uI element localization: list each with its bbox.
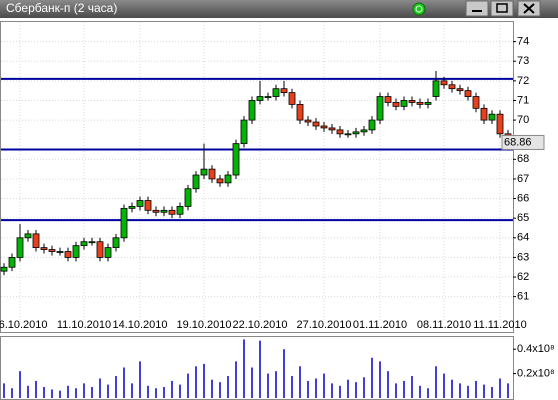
y-tick-label: 66: [517, 192, 529, 204]
candle-body: [216, 178, 224, 184]
x-tick-label: 19.10.2010: [176, 319, 231, 331]
candle-body: [32, 233, 40, 249]
x-tick-label: 06.10.2010: [0, 319, 48, 331]
candle-body: [168, 209, 176, 215]
candle-body: [488, 113, 496, 121]
candle-body: [288, 92, 296, 105]
x-tick-label: 27.10.2010: [296, 319, 351, 331]
price-pane: [0, 21, 514, 333]
candle-body: [440, 80, 448, 86]
candle-body: [448, 84, 456, 90]
volume-tick-label: 0.4x10⁸: [517, 343, 555, 355]
candle-body: [224, 174, 232, 184]
candle-body: [376, 96, 384, 121]
y-tick-label: 67: [517, 173, 529, 185]
candle-body: [496, 113, 504, 135]
candle-body: [360, 129, 368, 133]
candle-body: [40, 247, 48, 250]
y-tick-label: 63: [517, 251, 529, 263]
last-price-box: [501, 134, 545, 150]
candle-body: [152, 209, 160, 213]
candle-body: [200, 168, 208, 176]
chart-title: Сбербанк-п (2 часа): [6, 1, 117, 15]
y-tick-label: 64: [517, 232, 529, 244]
candle-body: [256, 96, 264, 101]
y-tick-label: 71: [517, 94, 529, 106]
x-tick-label: 14.10.2010: [112, 319, 167, 331]
candle-body: [392, 102, 400, 107]
candle-body: [144, 200, 152, 211]
candle-body: [272, 88, 280, 97]
candle-body: [16, 237, 24, 258]
y-tick-label: 62: [517, 271, 529, 283]
plot-layer: 61 62 63 64 65 66 67 68 70 71 72 73 74 06.10.2010 11.1…: [0, 22, 555, 398]
y-tick-label: 72: [517, 75, 529, 87]
candle-body: [24, 233, 32, 239]
candle-body: [96, 241, 104, 258]
y-tick-label: 68: [517, 153, 529, 165]
candle-body: [304, 119, 312, 123]
candle-body: [456, 88, 464, 92]
candle-body: [352, 131, 360, 135]
candle-body: [104, 247, 112, 258]
candle-body: [184, 188, 192, 207]
candle-body: [0, 266, 8, 272]
candle-body: [48, 249, 56, 252]
y-tick-label: 74: [517, 36, 529, 48]
x-tick-label: 22.10.2010: [232, 319, 287, 331]
candle-body: [176, 206, 184, 215]
candle-body: [280, 88, 288, 94]
candle-body: [8, 257, 16, 268]
candle-body: [416, 102, 424, 105]
candle-body: [120, 207, 128, 239]
candle-body: [336, 129, 344, 135]
candle-body: [248, 100, 256, 121]
candle-body: [232, 143, 240, 176]
y-tick-label: 70: [517, 114, 529, 126]
x-tick-label: 11.10.2010: [57, 319, 111, 331]
candle-body: [160, 209, 168, 213]
candle-body: [136, 200, 144, 207]
candle-body: [480, 107, 488, 121]
candle-body: [328, 127, 336, 131]
candle-body: [72, 245, 80, 258]
last-price-label: 68.86: [504, 136, 532, 148]
status-icon[interactable]: [412, 2, 426, 16]
candle-body: [312, 121, 320, 127]
candle-body: [344, 133, 352, 136]
window-buttons: [465, 0, 541, 17]
candle-body: [192, 174, 200, 190]
maximize-glyph: [496, 3, 508, 13]
candle-body: [368, 119, 376, 131]
x-tick-label: 08.11.2010: [417, 319, 471, 331]
candle-body: [80, 241, 88, 247]
candle-body: [400, 100, 408, 107]
x-tick-label: 01.11.2010: [353, 319, 407, 331]
candle-body: [432, 80, 440, 97]
x-tick-label: 11.11.2010: [473, 319, 526, 331]
candle-body: [56, 251, 64, 253]
candle-body: [88, 241, 96, 244]
status-icon-ring: [415, 5, 423, 13]
candle-body: [112, 237, 120, 249]
y-tick-label: 61: [517, 291, 529, 303]
close-glyph: [523, 3, 535, 14]
candle-body: [408, 100, 416, 103]
volume-tick-label: 0.2x10⁸: [517, 368, 555, 380]
candle-body: [296, 103, 304, 121]
candle-body: [384, 96, 392, 103]
candle-body: [208, 168, 216, 180]
candle-body: [264, 96, 272, 98]
candle-body: [464, 90, 472, 97]
candle-body: [128, 206, 136, 209]
y-tick-label: 65: [517, 212, 529, 224]
candle-body: [64, 251, 72, 258]
candle-body: [472, 96, 480, 109]
candle-body: [320, 125, 328, 129]
minimize-button[interactable]: [465, 0, 489, 17]
candle-body: [240, 119, 248, 145]
y-tick-label: 73: [517, 55, 529, 67]
candle-body: [424, 102, 432, 105]
